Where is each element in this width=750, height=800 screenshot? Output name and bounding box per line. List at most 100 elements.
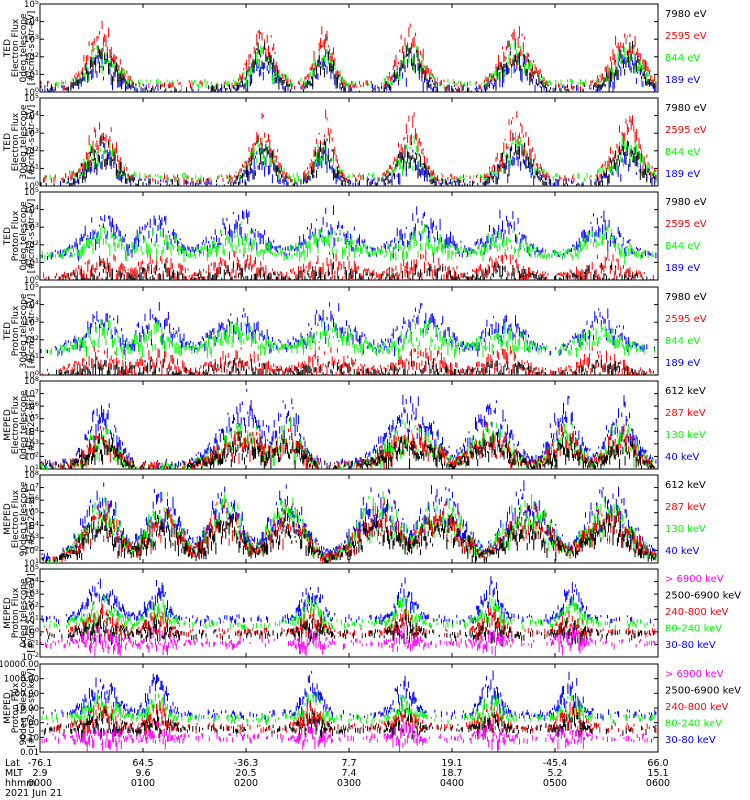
legend-entry-2595: 2595 eV [665, 125, 707, 136]
flux-traces [40, 109, 657, 186]
y-axis-label-line: Electron Flux [11, 395, 21, 454]
y-tick-label: 105 [24, 186, 39, 198]
y-tick-label: 101 [24, 463, 39, 475]
date-label: 2021 Jun 21 [5, 788, 62, 799]
y-tick-label: 101 [24, 613, 39, 625]
legend-entry-287: 287 keV [665, 502, 706, 513]
x-axis-row-label-hhmm: hhmm [5, 778, 36, 789]
y-axis-label-line: [#/cm2-s-str-eV] [27, 294, 37, 369]
y-tick-label: 103 [24, 532, 39, 544]
flux-traces [40, 20, 657, 92]
x-tick-lat: -76.1 [28, 758, 53, 769]
legend-entry-130: 130 keV [665, 430, 706, 441]
y-tick-label: 100 [24, 86, 39, 98]
legend-entry-844: 844 eV [665, 336, 700, 347]
legend-entry-287: 287 keV [665, 408, 706, 419]
y-tick-label: 107 [24, 388, 39, 400]
y-tick-label: 0.10 [20, 733, 39, 743]
y-tick-label: 103 [24, 588, 39, 600]
y-tick-label: 103 [24, 316, 39, 328]
series-30-80-trace [42, 670, 657, 722]
y-tick-label: 102 [24, 334, 39, 346]
series-gt6900-trace [40, 624, 656, 657]
y-axis-label-line: [#/cm2-s-str] [27, 489, 37, 549]
y-axis-label-line: [#/cm2-s-str-eV] [27, 199, 37, 274]
x-tick-mlt: 9.6 [135, 768, 150, 779]
y-tick-label: 104 [24, 519, 39, 531]
x-tick-lat: 64.5 [132, 758, 153, 769]
legend-entry-7980: 7980 eV [665, 197, 707, 208]
y-axis-label-line: Proton Flux [11, 210, 21, 261]
legend-entry-2500-6900: 2500-6900 keV [665, 686, 741, 697]
y-tick-label: 104 [24, 110, 39, 122]
series-287-trace [42, 498, 657, 563]
y-axis-label-line: 90deg telescope [19, 481, 29, 556]
x-tick-lat: 7.7 [341, 758, 356, 769]
y-tick-label: 104 [24, 299, 39, 311]
y-tick-label: 107 [24, 482, 39, 494]
series-40-trace [40, 388, 657, 469]
flux-traces [41, 480, 657, 563]
x-axis-row-label-mlt: MLT [5, 768, 23, 779]
legend-entry-189: 189 eV [665, 75, 700, 86]
x-tick-mlt: 5.2 [547, 768, 562, 779]
x-tick-hhmm: 0300 [337, 778, 361, 789]
y-tick-label: 105 [24, 92, 39, 104]
legend-entry-80-240: 80-240 keV [665, 624, 722, 635]
y-axis-label-line: MEPED [3, 503, 13, 535]
legend-entry-7980: 7980 eV [665, 292, 707, 303]
x-axis-annotation: LatMLThhmm-76.12.9000064.59.60100-36.320… [5, 758, 670, 799]
legend-entry-189: 189 eV [665, 263, 700, 274]
legend-entry-612: 612 keV [665, 480, 706, 491]
y-tick-label: 103 [24, 127, 39, 139]
y-tick-label: 101 [24, 68, 39, 80]
y-tick-label: 100.00 [9, 689, 39, 699]
y-tick-label: 1000.00 [4, 675, 39, 685]
y-axis-label-line: Proton Flux [11, 682, 21, 733]
flux-traces [40, 576, 656, 657]
legend-entry-844: 844 eV [665, 147, 700, 158]
y-tick-label: 101 [24, 557, 39, 569]
y-tick-label: 100 [24, 180, 39, 192]
y-axis-label-line: MEPED [3, 409, 13, 441]
y-tick-label: 101 [24, 256, 39, 268]
x-tick-hhmm: 0400 [440, 778, 464, 789]
panel-8: 0.01 0.10 1.00 10.00 100.00 1000.00 10000.00 ME… [0, 660, 741, 758]
legend-entry-2500-6900: 2500-6900 keV [665, 591, 741, 602]
y-tick-label: 104 [24, 576, 39, 588]
flux-traces [40, 388, 657, 469]
y-tick-label: 101 [24, 162, 39, 174]
series-844-trace [44, 132, 657, 184]
y-tick-label: 10.00 [15, 704, 39, 714]
x-tick-hhmm: 0100 [131, 778, 155, 789]
x-tick-hhmm: 0200 [234, 778, 258, 789]
y-axis-label-line: Electron Flux [11, 489, 21, 548]
y-tick-label: 104 [24, 16, 39, 28]
panel-frame [39, 286, 659, 376]
legend-entry-240-800: 240-800 keV [665, 702, 729, 713]
series-80-240-trace [43, 594, 655, 633]
y-tick-label: 10-2 [22, 651, 39, 663]
series-7980-trace [44, 261, 654, 280]
series-7980-trace [41, 36, 657, 92]
y-axis-label-line: [#/cm2-s-str] [27, 395, 37, 455]
y-axis-label-line: 0deg telescope [19, 13, 29, 83]
y-axis-label-line: Proton Flux [11, 305, 21, 356]
y-tick-label: 106 [24, 400, 39, 412]
y-tick-label: 105 [24, 563, 39, 575]
y-tick-label: 105 [24, 507, 39, 519]
y-tick-label: 101 [24, 351, 39, 363]
y-axis-label-line: TED [3, 322, 13, 341]
y-tick-label: 100 [24, 274, 39, 286]
y-tick-label: 105 [24, 413, 39, 425]
series-612-trace [40, 430, 655, 469]
legend-entry-2595: 2595 eV [665, 314, 707, 325]
legend-entry-40: 40 keV [665, 452, 699, 463]
series-gt6900-trace [41, 720, 655, 752]
legend-entry-844: 844 eV [665, 241, 700, 252]
y-axis-label-line: [#/cm2-s-str-eV] [27, 105, 37, 180]
